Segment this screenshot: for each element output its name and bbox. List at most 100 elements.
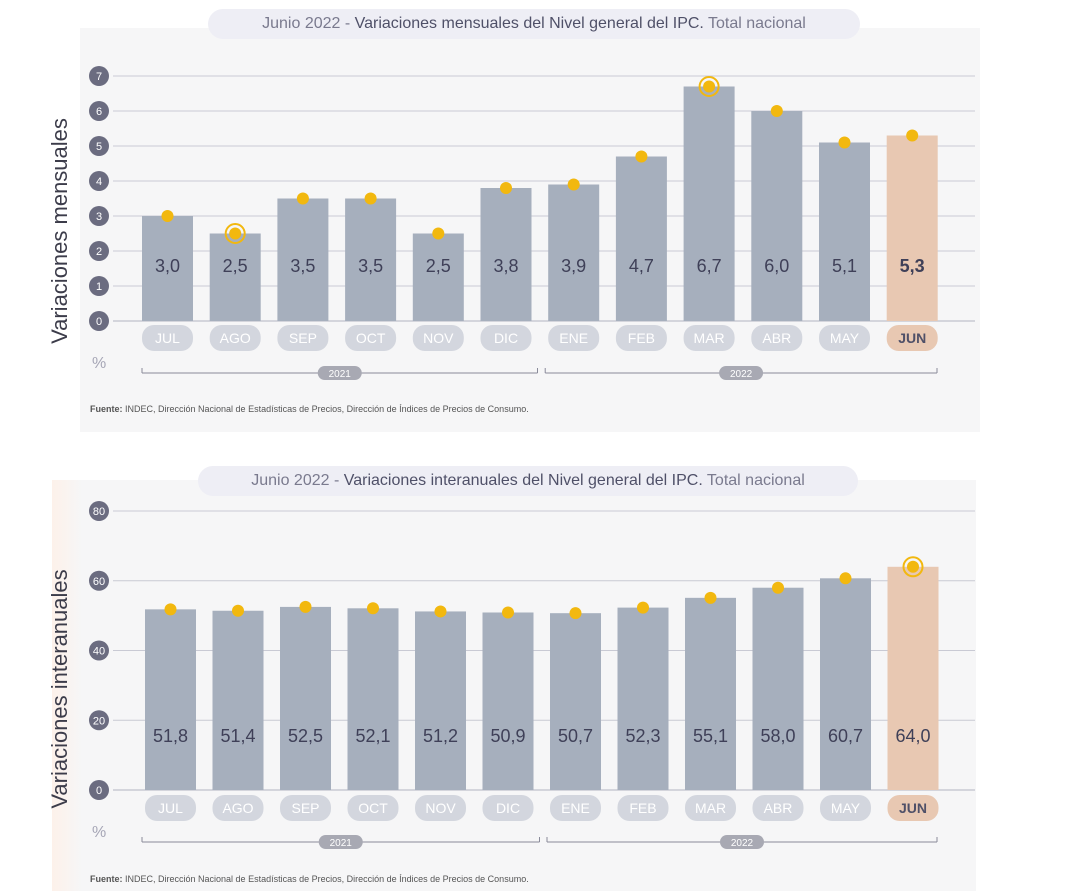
source-text: INDEC, Dirección Nacional de Estadística… (125, 874, 529, 884)
monthly-title-main: Variaciones mensuales del Nivel general … (354, 15, 704, 32)
monthly-y-tick-label: 3 (96, 211, 102, 223)
annual-category-label: MAR (695, 800, 726, 816)
annual-y-tick-label: 80 (93, 506, 105, 518)
annual-marker (772, 581, 784, 594)
monthly-category-label: ABR (762, 330, 791, 346)
monthly-category-pill (142, 325, 193, 351)
annual-bar (752, 587, 804, 790)
annual-y-tick-badge (89, 501, 109, 521)
source-prefix: Fuente: (90, 404, 123, 414)
annual-category-pill (685, 795, 736, 821)
annual-value-label: 58,0 (760, 726, 795, 746)
annual-category-pill (752, 795, 804, 821)
monthly-category-label: JUL (155, 330, 180, 346)
monthly-category-pill (412, 325, 464, 351)
annual-y-tick-badge (89, 640, 109, 661)
monthly-category-label: DIC (494, 330, 518, 346)
annual-title-suffix: Total nacional (702, 472, 805, 489)
annual-y-tick-label: 40 (93, 646, 105, 658)
annual-chart-title: Junio 2022 - Variaciones interanuales de… (198, 466, 858, 496)
annual-value-label: 50,9 (490, 726, 525, 746)
monthly-value-label: 3,8 (493, 256, 518, 276)
annual-y-tick-badge (89, 710, 109, 731)
annual-value-label: 60,7 (828, 726, 863, 746)
monthly-category-pill (209, 325, 261, 351)
annual-category-pill (550, 795, 601, 821)
monthly-value-label: 3,0 (155, 256, 180, 276)
monthly-value-label: 2,5 (426, 256, 451, 276)
monthly-y-tick-label: 4 (96, 176, 102, 188)
monthly-year-label: 2022 (730, 369, 753, 380)
monthly-y-tick-label: 6 (96, 106, 102, 118)
annual-value-label: 52,3 (625, 726, 660, 746)
monthly-marker (906, 129, 919, 142)
annual-category-label: ENE (561, 800, 590, 816)
annual-marker (434, 605, 447, 618)
annual-y-tick-badge (89, 570, 109, 591)
monthly-category-label: MAR (694, 330, 725, 346)
monthly-year-label: 2021 (329, 369, 352, 380)
monthly-y-tick-label: 5 (96, 141, 102, 153)
annual-year-label: 2021 (330, 838, 353, 849)
monthly-y-tick-badge (89, 136, 109, 156)
annual-title-main: Variaciones interanuales del Nivel gener… (343, 472, 703, 489)
monthly-category-pill (277, 325, 329, 351)
monthly-category-label: AGO (220, 330, 251, 346)
annual-category-label: JUL (158, 800, 183, 816)
annual-category-pill (617, 795, 669, 821)
monthly-category-pill (615, 325, 667, 351)
monthly-bar (548, 184, 600, 321)
annual-marker (502, 606, 514, 619)
monthly-marker-ring (698, 76, 720, 97)
annual-year-pill (318, 835, 363, 849)
monthly-value-label: 3,5 (358, 256, 383, 276)
monthly-category-label: ENE (559, 330, 588, 346)
annual-value-label: 52,1 (355, 726, 390, 746)
annual-y-tick-label: 0 (96, 785, 102, 797)
monthly-marker (364, 192, 377, 205)
monthly-bar (480, 188, 532, 321)
annual-marker (569, 607, 582, 620)
annual-category-label: DIC (496, 800, 520, 816)
monthly-y-tick-label: 1 (96, 281, 102, 293)
monthly-marker (432, 227, 445, 240)
annual-bar (550, 613, 601, 790)
annual-category-label: ABR (764, 800, 793, 816)
monthly-y-tick-badge (89, 66, 109, 86)
annual-category-label: FEB (629, 800, 656, 816)
monthly-marker (500, 182, 512, 194)
monthly-bar (345, 198, 397, 321)
annual-category-label: AGO (222, 800, 253, 816)
annual-y-tick-label: 60 (93, 576, 105, 588)
monthly-title-suffix: Total nacional (703, 15, 806, 32)
annual-year-pill (720, 835, 764, 849)
annual-y-tick-badge (89, 780, 109, 800)
annual-category-pill (280, 795, 331, 821)
monthly-value-label: 2,5 (223, 256, 248, 276)
annual-category-pill (887, 795, 939, 821)
annual-category-pill (145, 795, 196, 821)
annual-bar (482, 612, 534, 790)
annual-value-label: 52,5 (288, 726, 323, 746)
monthly-marker (229, 227, 242, 240)
monthly-value-label: 3,5 (290, 256, 315, 276)
monthly-y-tick-label: 0 (96, 316, 102, 328)
annual-percent-unit: % (92, 824, 107, 841)
monthly-category-pill (548, 325, 600, 351)
monthly-marker (703, 80, 716, 93)
monthly-category-label: SEP (289, 330, 317, 346)
annual-marker (367, 602, 379, 615)
annual-marker (232, 604, 244, 617)
monthly-category-label: NOV (423, 330, 454, 346)
monthly-title-prefix: Junio 2022 - (262, 15, 355, 32)
monthly-chart-title: Junio 2022 - Variaciones mensuales del N… (208, 9, 860, 39)
monthly-value-label: 6,0 (764, 256, 789, 276)
monthly-y-tick-badge (89, 206, 109, 226)
monthly-bar (142, 216, 193, 321)
annual-category-pill (347, 795, 399, 821)
annual-bar (415, 611, 466, 790)
monthly-value-label: 6,7 (697, 256, 722, 276)
monthly-category-label: OCT (356, 330, 386, 346)
monthly-value-label: 4,7 (629, 256, 654, 276)
annual-marker (164, 603, 177, 616)
